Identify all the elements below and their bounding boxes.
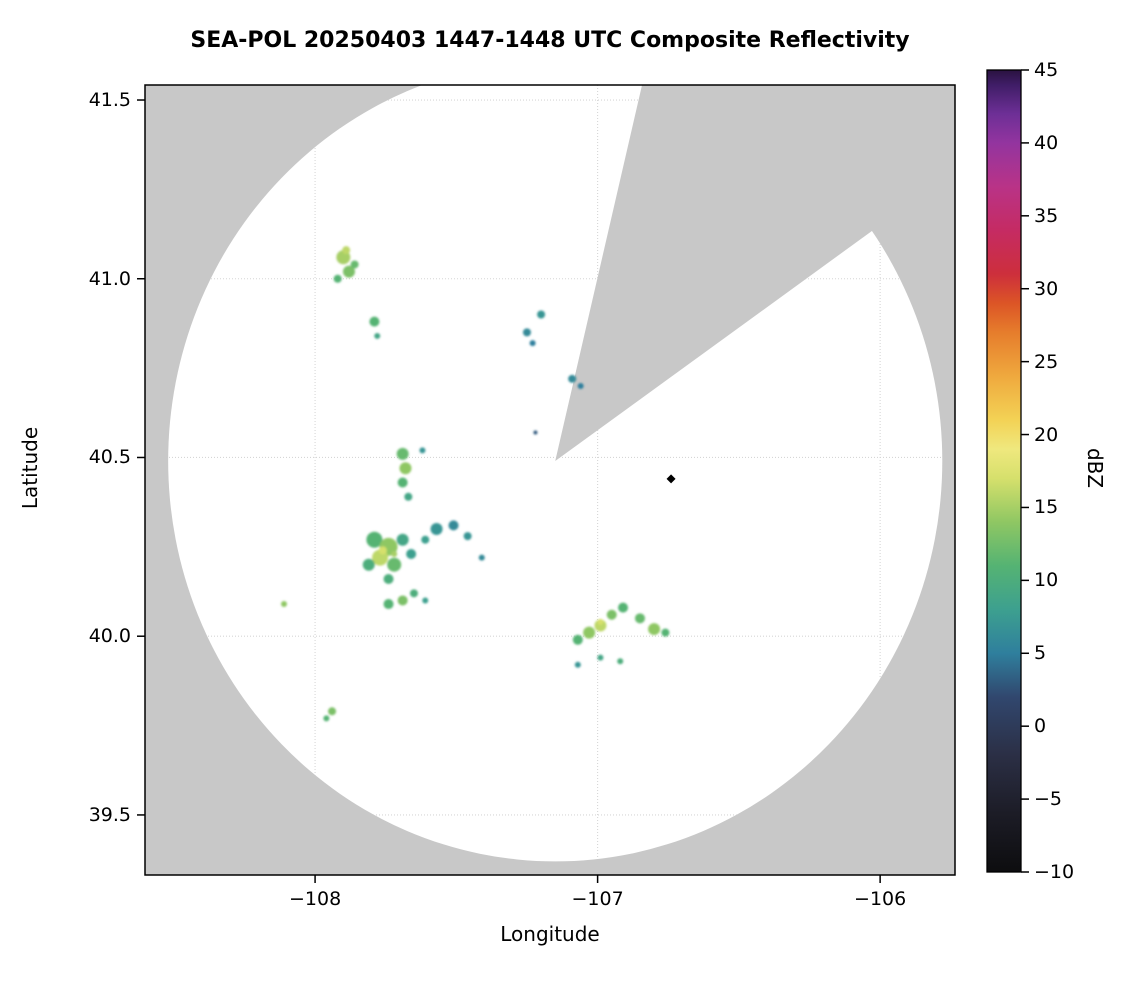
colorbar-tick-label: 45	[1034, 59, 1059, 81]
site-marker	[666, 474, 676, 484]
colorbar-tick-label: 30	[1034, 277, 1059, 300]
colorbar-tick-label: 20	[1034, 423, 1059, 446]
colorbar-label: dBZ	[1083, 447, 1107, 489]
colorbar-tick-label: −10	[1034, 861, 1075, 883]
colorbar-tick-label: 10	[1034, 569, 1059, 592]
colorbar-tick-label: 35	[1034, 204, 1059, 227]
y-tick-label: 40.0	[88, 625, 131, 648]
x-tick-label: −107	[571, 888, 624, 910]
colorbar-tick-label: 40	[1034, 131, 1059, 154]
colorbar-ticks	[1021, 69, 1029, 873]
colorbar-frame	[986, 69, 1022, 873]
x-tick-label: −106	[854, 888, 907, 910]
chart-title: SEA-POL 20250403 1447-1448 UTC Composite…	[190, 28, 910, 53]
x-axis-label: Longitude	[500, 922, 600, 946]
plot-area	[145, 85, 955, 875]
plot-frame	[144, 84, 956, 876]
y-tick-label: 41.0	[88, 267, 131, 290]
x-tick-label: −108	[288, 888, 342, 910]
colorbar-tick-label: 5	[1034, 642, 1047, 665]
colorbar-tick-label: −5	[1034, 788, 1063, 811]
colorbar-tick-label: 15	[1034, 496, 1059, 519]
y-tick-label: 40.5	[88, 446, 131, 469]
y-tick-label: 39.5	[88, 803, 131, 826]
reflectivity-echoes	[281, 246, 670, 722]
colorbar-tick-label: 0	[1034, 715, 1047, 738]
y-tick-label: 41.5	[88, 89, 131, 111]
colorbar-gradient	[987, 70, 1021, 872]
colorbar-tick-label: 25	[1034, 350, 1059, 373]
axis-ticks	[137, 99, 881, 883]
blocked-sector	[555, 85, 955, 462]
